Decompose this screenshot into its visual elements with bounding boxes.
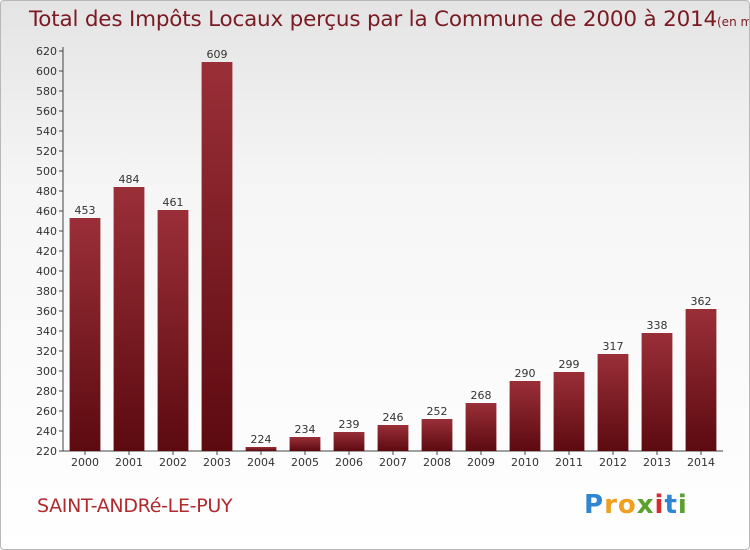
logo-letter: P [584,490,605,520]
bar [69,218,101,451]
y-tick-label: 360 [36,305,57,318]
bar [113,187,145,451]
x-tick-label: 2009 [467,456,495,469]
bar [157,210,189,451]
x-tick-label: 2014 [687,456,715,469]
bar-value-label: 299 [559,358,580,371]
bar [421,419,453,451]
x-tick-label: 2010 [511,456,539,469]
logo-letter: i [654,490,665,520]
bar-value-label: 268 [471,389,492,402]
bar-value-label: 246 [383,411,404,424]
logo-letter: o [617,490,637,520]
x-tick-label: 2002 [159,456,187,469]
bar [509,381,541,451]
bar [289,437,321,451]
bar-value-label: 484 [119,173,140,186]
proxiti-logo: Proxiti [584,490,688,520]
bar [641,333,673,451]
y-tick-label: 260 [36,405,57,418]
bar [245,447,277,451]
y-tick-label: 580 [36,85,57,98]
y-tick-label: 280 [36,385,57,398]
x-tick-label: 2004 [247,456,275,469]
x-tick-label: 2006 [335,456,363,469]
y-tick-label: 460 [36,205,57,218]
y-tick-label: 540 [36,125,57,138]
y-tick-label: 300 [36,365,57,378]
bar [201,62,233,451]
y-tick-label: 500 [36,165,57,178]
logo-letter: t [664,490,678,520]
y-tick-label: 600 [36,65,57,78]
y-tick-label: 240 [36,425,57,438]
bar [465,403,497,451]
bar-value-label: 338 [647,319,668,332]
x-tick-label: 2001 [115,456,143,469]
commune-name: SAINT-ANDRé-LE-PUY [37,495,233,517]
x-tick-label: 2008 [423,456,451,469]
y-tick-label: 380 [36,285,57,298]
bar [377,425,409,451]
y-tick-label: 620 [36,45,57,58]
logo-letter: r [604,490,618,520]
x-tick-label: 2007 [379,456,407,469]
bar [553,372,585,451]
chart-title: Total des Impôts Locaux perçus par la Co… [29,7,749,32]
y-tick-label: 480 [36,185,57,198]
y-tick-label: 440 [36,225,57,238]
logo-letter: i [677,490,688,520]
x-tick-label: 2012 [599,456,627,469]
x-tick-label: 2000 [71,456,99,469]
x-tick-label: 2003 [203,456,231,469]
bar-value-label: 290 [515,367,536,380]
y-tick-label: 420 [36,245,57,258]
y-tick-label: 340 [36,325,57,338]
bar [597,354,629,451]
title-unit: (en milliers d'€) [717,15,749,29]
bar-value-label: 252 [427,405,448,418]
bar-value-label: 609 [207,48,228,61]
bar-value-label: 362 [691,295,712,308]
x-tick-label: 2013 [643,456,671,469]
y-tick-label: 520 [36,145,57,158]
x-tick-label: 2005 [291,456,319,469]
title-text: Total des Impôts Locaux perçus par la Co… [29,7,717,32]
y-tick-label: 400 [36,265,57,278]
y-tick-label: 220 [36,445,57,458]
bar [333,432,365,451]
logo-letter: x [636,490,655,520]
bar-value-label: 461 [163,196,184,209]
bar-value-label: 239 [339,418,360,431]
bar-value-label: 224 [251,433,272,446]
x-tick-label: 2011 [555,456,583,469]
bar [685,309,717,451]
bar-value-label: 234 [295,423,316,436]
y-tick-label: 320 [36,345,57,358]
bar-value-label: 317 [603,340,624,353]
bar-value-label: 453 [75,204,96,217]
y-tick-label: 560 [36,105,57,118]
